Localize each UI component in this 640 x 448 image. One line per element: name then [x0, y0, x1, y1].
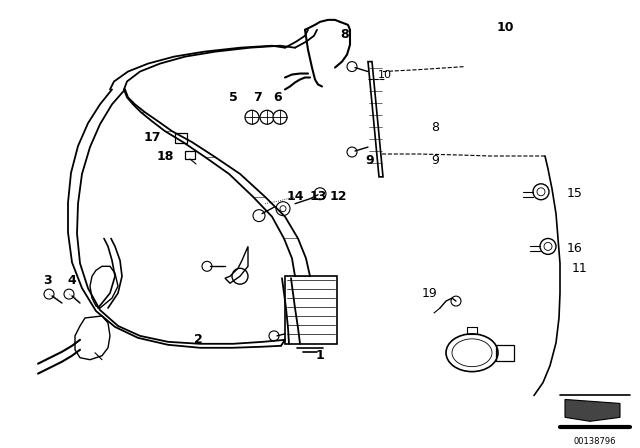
- Text: 10: 10: [496, 22, 514, 34]
- Text: 3: 3: [44, 274, 52, 287]
- Text: 7: 7: [253, 91, 262, 104]
- Text: 9: 9: [431, 155, 439, 168]
- Circle shape: [273, 110, 287, 124]
- Bar: [175, 133, 187, 143]
- Text: 8: 8: [431, 121, 439, 134]
- Circle shape: [260, 110, 274, 124]
- Bar: [285, 276, 337, 344]
- Text: 12: 12: [329, 190, 347, 203]
- Text: 17: 17: [143, 131, 161, 144]
- Text: 5: 5: [228, 91, 237, 104]
- Text: 19: 19: [422, 287, 438, 300]
- Text: 6: 6: [274, 91, 282, 104]
- Text: 11: 11: [572, 262, 588, 275]
- Text: 9: 9: [365, 155, 374, 168]
- Bar: [496, 345, 514, 361]
- Text: 00138796: 00138796: [573, 437, 616, 446]
- Text: 18: 18: [156, 151, 173, 164]
- Text: 4: 4: [68, 274, 76, 287]
- Text: 14: 14: [286, 190, 304, 203]
- Circle shape: [245, 110, 259, 124]
- Polygon shape: [565, 400, 620, 421]
- Text: 16: 16: [567, 242, 583, 255]
- Text: 8: 8: [340, 28, 349, 41]
- Text: 13: 13: [309, 190, 326, 203]
- Bar: [185, 151, 195, 159]
- Text: 10: 10: [378, 69, 392, 80]
- Text: 1: 1: [316, 349, 324, 362]
- Text: 2: 2: [194, 333, 202, 346]
- Text: 15: 15: [567, 187, 583, 200]
